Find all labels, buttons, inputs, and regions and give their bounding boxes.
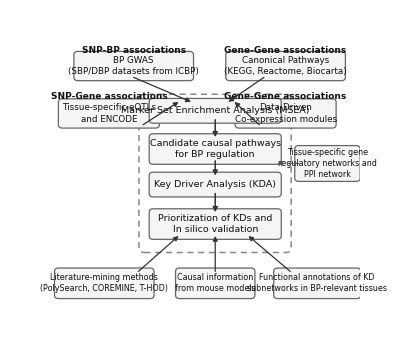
FancyBboxPatch shape xyxy=(226,51,346,81)
Text: Data-Driven
Co-expression modules: Data-Driven Co-expression modules xyxy=(234,103,337,123)
Text: Gene-Gene associations: Gene-Gene associations xyxy=(224,92,347,101)
Text: Tissue-specific gene
regulatory networks and
PPI network: Tissue-specific gene regulatory networks… xyxy=(278,148,377,179)
Text: Causal information
from mouse models: Causal information from mouse models xyxy=(175,273,256,293)
FancyBboxPatch shape xyxy=(149,172,281,197)
Text: Marker Set Enrichment Analysis (MSEA): Marker Set Enrichment Analysis (MSEA) xyxy=(121,106,310,115)
Text: Candidate causal pathways
for BP regulation: Candidate causal pathways for BP regulat… xyxy=(150,139,281,159)
FancyBboxPatch shape xyxy=(74,51,194,81)
FancyBboxPatch shape xyxy=(54,268,154,299)
Text: SNP-Gene associations: SNP-Gene associations xyxy=(50,92,167,101)
Text: Prioritization of KDs and
In silico validation: Prioritization of KDs and In silico vali… xyxy=(158,214,272,234)
Text: Tissue-specific eQTLs
and ENCODE: Tissue-specific eQTLs and ENCODE xyxy=(62,103,156,123)
Text: BP GWAS
(SBP/DBP datasets from ICBP): BP GWAS (SBP/DBP datasets from ICBP) xyxy=(68,56,199,76)
FancyBboxPatch shape xyxy=(149,98,281,123)
Text: Literature-mining methods
(PolySearch, COREMINE, T-HOD): Literature-mining methods (PolySearch, C… xyxy=(40,273,168,293)
FancyBboxPatch shape xyxy=(149,134,281,164)
Text: Functional annotations of KD
subnetworks in BP-relevant tissues: Functional annotations of KD subnetworks… xyxy=(247,273,387,293)
FancyBboxPatch shape xyxy=(274,268,361,299)
Text: Gene-Gene associations: Gene-Gene associations xyxy=(224,46,347,55)
FancyBboxPatch shape xyxy=(295,146,360,181)
Text: Canonical Pathways
(KEGG, Reactome, Biocarta): Canonical Pathways (KEGG, Reactome, Bioc… xyxy=(224,56,347,76)
FancyBboxPatch shape xyxy=(235,99,336,128)
FancyBboxPatch shape xyxy=(149,209,281,239)
Text: Key Driver Analysis (KDA): Key Driver Analysis (KDA) xyxy=(154,180,276,189)
FancyBboxPatch shape xyxy=(58,99,160,128)
Text: SNP-BP associations: SNP-BP associations xyxy=(82,46,186,55)
FancyBboxPatch shape xyxy=(176,268,255,299)
